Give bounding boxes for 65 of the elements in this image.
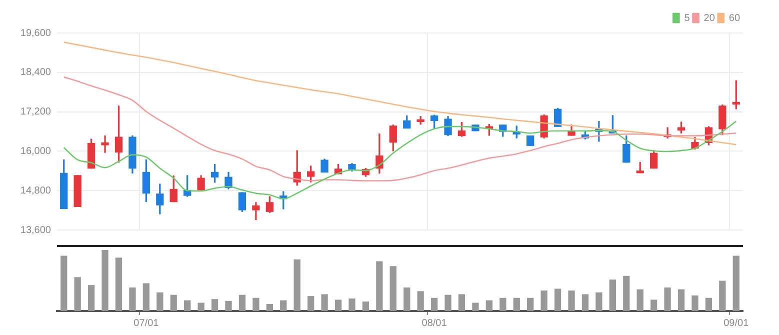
line-series (63, 76, 737, 182)
legend-label: 60 (728, 12, 740, 24)
x-tick-label: 09/01 (724, 318, 750, 329)
bar (252, 298, 260, 311)
bar (692, 295, 698, 311)
bar (404, 287, 410, 311)
bar (238, 294, 246, 311)
bar (609, 280, 616, 311)
bar (582, 294, 589, 311)
bar (554, 288, 562, 311)
bar (294, 259, 300, 311)
bar (321, 294, 328, 311)
bar (444, 294, 452, 311)
bar (88, 285, 95, 311)
bar (225, 300, 232, 311)
bar (678, 289, 685, 311)
bar (472, 302, 479, 311)
bar (362, 302, 370, 311)
bar (458, 294, 466, 311)
bar (513, 298, 520, 311)
x-tick-label: 07/01 (134, 318, 160, 329)
bar (636, 289, 644, 311)
bar (376, 261, 383, 311)
bar (527, 298, 534, 311)
bar (74, 277, 81, 311)
bar (266, 304, 273, 311)
bar (184, 300, 191, 311)
bar (307, 296, 314, 311)
bar (170, 294, 177, 311)
y-tick-label: 17,200 (20, 106, 52, 118)
y-tick-label: 19,600 (20, 28, 52, 39)
bar (664, 287, 671, 311)
bar (650, 300, 658, 311)
y-tick-label: 14,800 (20, 185, 52, 196)
bar (198, 302, 204, 311)
bar (705, 298, 712, 311)
bar (486, 300, 493, 311)
x-tick-label: 08/01 (422, 318, 448, 329)
bar (280, 300, 287, 311)
bar (500, 298, 506, 311)
bar (719, 280, 726, 311)
bar (568, 290, 575, 311)
bar (129, 287, 136, 311)
bar (596, 292, 602, 311)
bar (142, 283, 150, 311)
bar (211, 299, 218, 311)
candlestick (526, 135, 534, 146)
bar (60, 256, 68, 311)
candlestick (74, 175, 82, 208)
bar (390, 266, 396, 311)
bar (417, 291, 424, 311)
bar (623, 276, 630, 311)
legend-label: 5 (684, 12, 690, 24)
legend-label: 20 (704, 12, 716, 24)
bar (102, 250, 108, 311)
y-tick-label: 16,000 (20, 146, 52, 157)
bar (430, 298, 438, 311)
bar (156, 292, 164, 311)
y-tick-label: 18,400 (20, 67, 52, 78)
bar (732, 256, 740, 311)
bar (334, 300, 342, 311)
bar (348, 298, 356, 311)
y-tick-label: 13,600 (20, 224, 52, 236)
bar (540, 290, 548, 311)
bar (115, 258, 122, 311)
